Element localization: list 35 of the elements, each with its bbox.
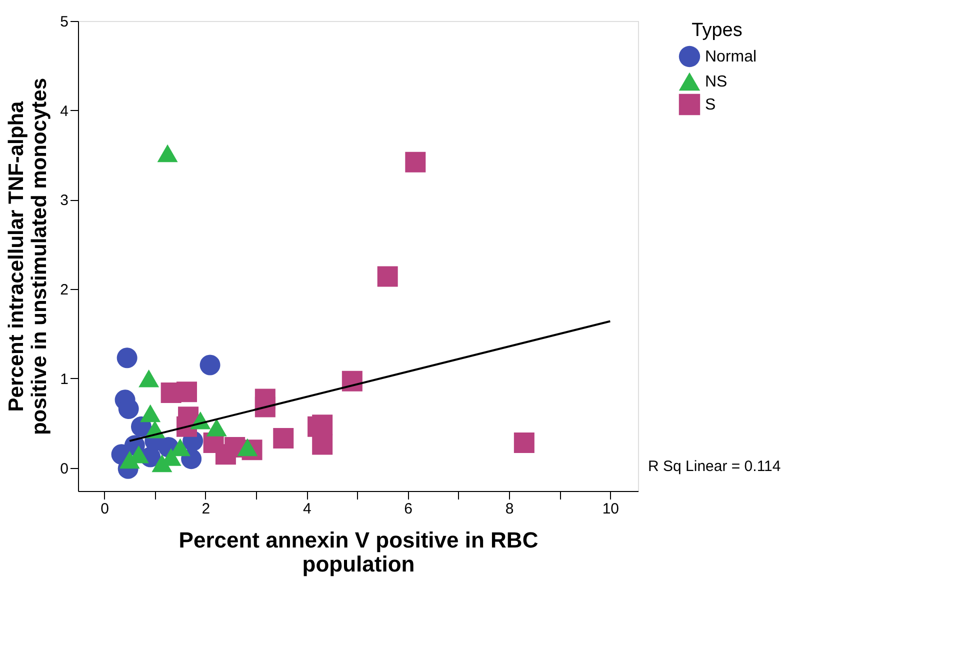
point [377, 266, 398, 287]
x-tick-label: 4 [302, 500, 312, 518]
point [140, 404, 161, 422]
point [181, 448, 202, 470]
x-tick-label: 10 [602, 500, 620, 518]
point [138, 370, 160, 388]
point [312, 414, 333, 436]
y-axis-title: Percent intracellular TNF-alpha positive in unstimulated monocytes [5, 78, 52, 436]
y-tick-label: 1 [60, 370, 68, 388]
point [514, 432, 534, 453]
legend-label: S [705, 96, 716, 114]
point [206, 418, 227, 436]
legend-label: NS [705, 74, 728, 90]
y-tick-label: 3 [60, 192, 68, 210]
x-axis-title: Percent annexin V positive in RBC population [178, 528, 538, 576]
y-tick-label: 5 [60, 14, 68, 30]
x-tick-label: 2 [202, 500, 210, 518]
point [176, 382, 198, 402]
point [312, 434, 333, 455]
x-tick-label: 6 [404, 500, 412, 518]
point [116, 348, 138, 368]
point [157, 144, 178, 162]
legend-title: Types [692, 20, 742, 41]
point [405, 152, 426, 172]
point [237, 438, 258, 456]
y-tick-label: 0 [60, 460, 68, 478]
x-tick-label: 8 [505, 500, 514, 518]
y-tick-label: 4 [60, 102, 68, 120]
point [342, 370, 362, 392]
y-tick-label: 2 [60, 282, 68, 299]
text: R Sq Linear = 0.114 [648, 458, 781, 475]
point [200, 354, 220, 376]
x-tick-label: 0 [100, 500, 109, 518]
legend-label: Normal [705, 48, 757, 66]
point [273, 428, 294, 449]
